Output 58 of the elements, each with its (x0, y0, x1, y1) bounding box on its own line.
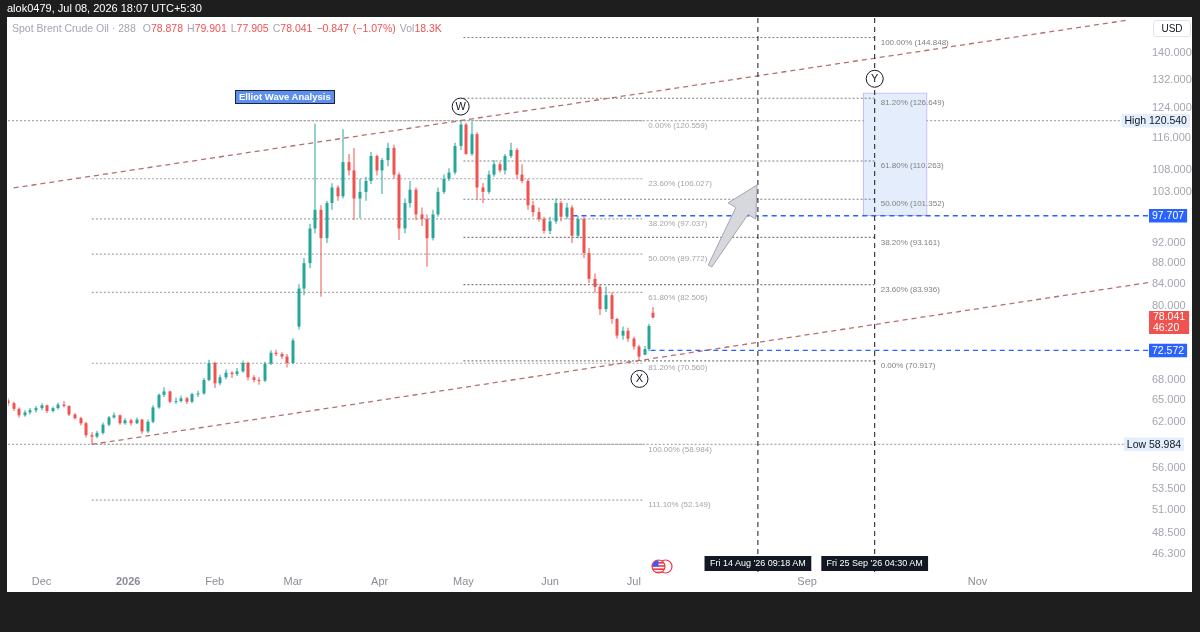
x-tick-label: May (453, 574, 475, 587)
x-tick-label: Sep (797, 574, 817, 587)
y-tick-label: 48.500 (1152, 526, 1186, 539)
y-tick-label: 88.000 (1152, 256, 1186, 269)
series-label: 50.00% (89.772) (648, 254, 708, 264)
y-tick-label: 80.000 (1152, 299, 1186, 312)
y-tick-label: 51.000 (1152, 503, 1186, 516)
data-label: 97.707 (1152, 209, 1185, 222)
y-tick-label: 46.300 (1152, 547, 1186, 560)
x-tick-label: Nov (967, 574, 988, 587)
series-label: 61.80% (110.263) (880, 161, 945, 171)
y-tick-label: 84.000 (1152, 277, 1186, 290)
ref-line-label: High 120.540 (1124, 114, 1188, 127)
annotation: Elliot Wave Analysis (235, 90, 335, 104)
series-label: 23.60% (106.027) (648, 178, 713, 188)
series-label: 38.20% (93.161) (880, 237, 941, 247)
y-tick-label: 53.500 (1152, 481, 1186, 494)
series-label: 61.80% (82.506) (648, 292, 708, 302)
text: alok0479, Jul 08, 2026 18:07 UTC+5:30 (7, 2, 202, 15)
y-tick-label: 65.000 (1152, 393, 1186, 406)
ref-line-label: Fri 25 Sep '26 04:30 AM (826, 558, 923, 569)
y-tick-label: 140.000 (1152, 45, 1192, 58)
ref-line-label: Low 58.984 (1126, 437, 1182, 450)
x-tick-label: Jun (541, 574, 559, 587)
y-tick-label: 108.000 (1152, 163, 1192, 176)
y-tick-label: 103.000 (1152, 184, 1192, 197)
y-axis-title: USD (1153, 20, 1191, 37)
series-label: 50.00% (101.352) (880, 199, 945, 209)
annotation: Y (871, 72, 880, 85)
x-tick-label: Dec (31, 574, 52, 587)
series-label: 100.00% (144.848) (880, 37, 950, 47)
text: Spot Brent Crude Oil · 288 (12, 22, 136, 34)
series-label: 111.10% (52.149) (648, 500, 712, 510)
y-tick-label: 116.000 (1152, 131, 1191, 144)
series-label: 81.20% (70.560) (648, 363, 708, 373)
y-tick-label: 68.000 (1152, 372, 1186, 385)
x-tick-label: Feb (205, 574, 225, 587)
series-label: 23.60% (83.936) (880, 284, 941, 294)
series-label: 100.00% (58.984) (648, 444, 713, 454)
x-tick-label: 2026 (115, 574, 141, 587)
annotation: X (635, 372, 644, 385)
y-tick-label: 132.000 (1152, 72, 1192, 85)
annotation: W (455, 100, 467, 113)
x-tick-label: Apr (371, 574, 389, 587)
ref-line-label: Fri 14 Aug '26 09:18 AM (710, 558, 806, 569)
data-label: 72.572 (1152, 343, 1185, 356)
series-label: 38.20% (97.037) (648, 219, 708, 229)
series-label: 81.20% (126.649) (880, 98, 945, 108)
x-tick-label: Mar (283, 574, 303, 587)
y-tick-label: 92.000 (1152, 236, 1186, 249)
y-tick-label: 56.000 (1152, 460, 1186, 473)
series-label: 0.00% (120.559) (648, 120, 708, 130)
text: O78.878 H79.901 L77.905 C78.041 −0.847 (−1.07%) Vol18.3K (142, 22, 442, 34)
text: 78.041 46:20 (1153, 310, 1186, 333)
x-tick-label: Jul (626, 574, 641, 587)
y-tick-label: 124.000 (1152, 100, 1192, 113)
series-label: 0.00% (70.917) (880, 361, 936, 371)
y-tick-label: 62.000 (1152, 414, 1186, 427)
